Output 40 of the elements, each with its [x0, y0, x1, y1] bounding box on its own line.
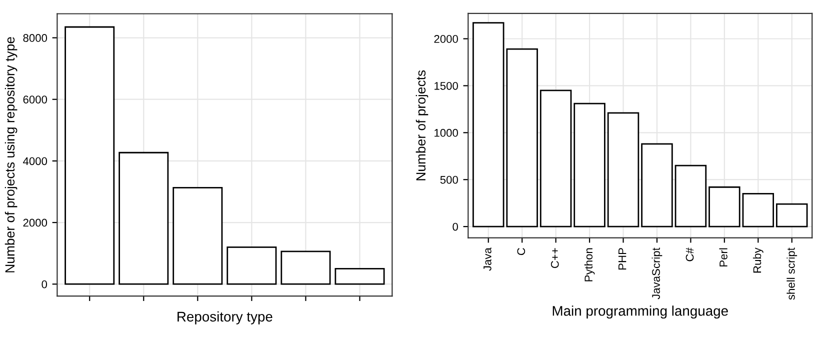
- x-tick-label: Perl: [719, 248, 728, 266]
- bar: [708, 186, 740, 228]
- bar: [574, 102, 606, 228]
- y-tick-label: 2000: [23, 218, 48, 227]
- y-axis-title: Number of projects using repository type: [4, 37, 18, 272]
- x-axis-title: Main programming language: [552, 306, 728, 319]
- bar: [226, 246, 277, 285]
- y-tick-label: 8000: [23, 34, 48, 42]
- x-tick-label: shell script: [786, 248, 798, 300]
- x-axis-title: Repository type: [178, 311, 272, 324]
- y-axis-title: Number of projects: [416, 70, 428, 180]
- x-tick-label: C#: [686, 248, 694, 262]
- bar: [334, 268, 385, 285]
- y-tick-label: 1000: [434, 128, 458, 137]
- bar: [64, 26, 115, 285]
- bar: [280, 250, 331, 285]
- x-tick-label: PHP: [618, 248, 626, 270]
- x-tick-label: Java: [484, 248, 492, 271]
- y-tick-label: 6000: [23, 96, 48, 104]
- y-tick-label: 0: [452, 222, 458, 231]
- x-tick-label: Python: [584, 248, 595, 282]
- y-tick-label: 2000: [434, 35, 458, 43]
- bar: [674, 164, 707, 228]
- bar: [641, 143, 673, 228]
- y-tick-label: 1500: [434, 82, 458, 90]
- y-tick-label: 4000: [23, 157, 48, 166]
- x-tick-label: C: [517, 248, 526, 256]
- y-tick-label: 500: [440, 176, 458, 184]
- x-tick-label: Ruby: [752, 248, 764, 273]
- x-tick-label: C++: [550, 248, 559, 268]
- bar: [607, 112, 640, 228]
- x-tick-label: JavaScript: [652, 248, 662, 300]
- bar: [506, 48, 538, 228]
- bar: [776, 203, 808, 228]
- bar: [172, 187, 223, 285]
- bar: [742, 193, 774, 228]
- y-tick-label: 0: [42, 280, 48, 288]
- bar: [540, 90, 572, 228]
- bar: [472, 22, 504, 228]
- bar: [118, 152, 169, 285]
